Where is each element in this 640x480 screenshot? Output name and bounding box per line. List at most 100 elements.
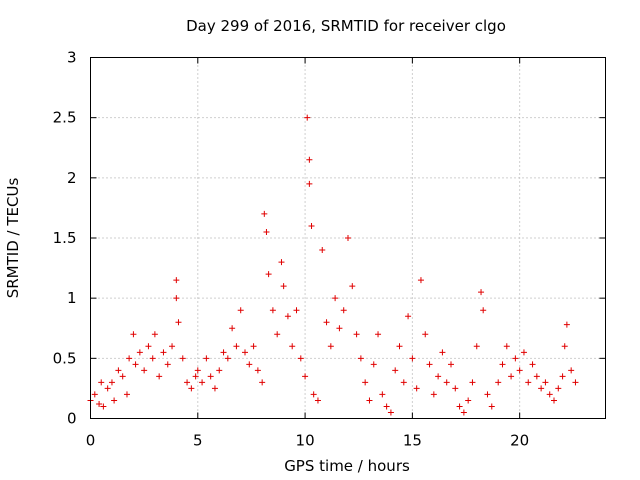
data-point <box>293 307 300 314</box>
data-point <box>503 343 510 350</box>
data-point <box>269 307 276 314</box>
data-point <box>396 343 403 350</box>
data-point <box>173 277 180 284</box>
data-point <box>555 385 562 392</box>
data-point <box>417 277 424 284</box>
data-point <box>199 379 206 386</box>
data-point <box>211 385 218 392</box>
data-point <box>306 156 313 163</box>
data-point <box>480 307 487 314</box>
data-point <box>136 349 143 356</box>
data-point <box>220 349 227 356</box>
data-point <box>192 373 199 380</box>
data-points <box>87 114 579 416</box>
data-point <box>430 391 437 398</box>
data-point <box>452 385 459 392</box>
data-point <box>495 379 502 386</box>
data-point <box>265 271 272 278</box>
data-point <box>302 373 309 380</box>
data-point <box>392 367 399 374</box>
data-point <box>274 331 281 338</box>
data-point <box>512 355 519 362</box>
data-point <box>508 373 515 380</box>
data-point <box>340 307 347 314</box>
data-point <box>561 343 568 350</box>
data-point <box>465 397 472 404</box>
data-point <box>310 391 317 398</box>
data-point <box>349 283 356 290</box>
data-point <box>104 385 111 392</box>
data-point <box>119 373 126 380</box>
data-point <box>246 361 253 368</box>
data-point <box>111 397 118 404</box>
data-point <box>357 355 364 362</box>
data-point <box>203 355 210 362</box>
data-point <box>568 367 575 374</box>
data-point <box>115 367 122 374</box>
data-point <box>439 349 446 356</box>
data-point <box>488 403 495 410</box>
data-point <box>435 373 442 380</box>
data-point <box>224 355 231 362</box>
data-point <box>175 319 182 326</box>
data-point <box>327 343 334 350</box>
data-point <box>559 373 566 380</box>
x-tick-label: 20 <box>510 432 529 450</box>
data-point <box>387 409 394 416</box>
data-point <box>323 319 330 326</box>
data-point <box>207 373 214 380</box>
x-tick-label: 10 <box>296 432 315 450</box>
y-tick-label: 0.5 <box>53 349 77 367</box>
data-point <box>484 391 491 398</box>
data-point <box>284 313 291 320</box>
data-point <box>456 403 463 410</box>
data-point <box>261 210 268 217</box>
data-point <box>525 379 532 386</box>
data-point <box>100 403 107 410</box>
x-tick-label: 15 <box>403 432 422 450</box>
data-point <box>96 401 103 408</box>
data-point <box>520 349 527 356</box>
data-point <box>473 343 480 350</box>
data-point <box>130 331 137 338</box>
data-point <box>379 391 386 398</box>
data-point <box>184 379 191 386</box>
data-point <box>141 367 148 374</box>
data-point <box>345 235 351 241</box>
data-point <box>278 259 285 266</box>
data-point <box>529 361 536 368</box>
data-point <box>188 385 195 392</box>
data-point <box>366 397 373 404</box>
data-point <box>308 222 315 229</box>
data-point <box>336 325 343 332</box>
data-point <box>478 289 485 296</box>
data-point <box>242 349 248 356</box>
data-point <box>149 355 156 362</box>
data-point <box>164 361 171 368</box>
data-point <box>405 313 412 320</box>
data-point <box>409 355 416 362</box>
data-point <box>229 325 236 332</box>
data-point <box>151 331 158 338</box>
data-point <box>448 361 454 368</box>
data-point <box>533 373 540 380</box>
data-point <box>469 379 476 386</box>
data-point <box>160 349 167 356</box>
plot-frame <box>90 57 606 419</box>
data-point <box>332 295 339 302</box>
data-point <box>250 343 257 350</box>
data-point <box>422 331 429 338</box>
y-tick-label: 2 <box>67 169 77 187</box>
data-point <box>98 379 105 386</box>
data-point <box>126 355 133 362</box>
data-point <box>123 391 130 398</box>
data-point <box>551 397 557 404</box>
data-point <box>572 379 579 386</box>
data-point <box>173 295 180 302</box>
data-point <box>145 343 152 350</box>
data-point <box>233 343 240 350</box>
axis-ticks: 0 0.5 1 1.5 2 2.5 3 0 5 10 15 20 <box>53 49 606 450</box>
data-point <box>563 321 570 328</box>
y-tick-label: 0 <box>67 410 77 428</box>
